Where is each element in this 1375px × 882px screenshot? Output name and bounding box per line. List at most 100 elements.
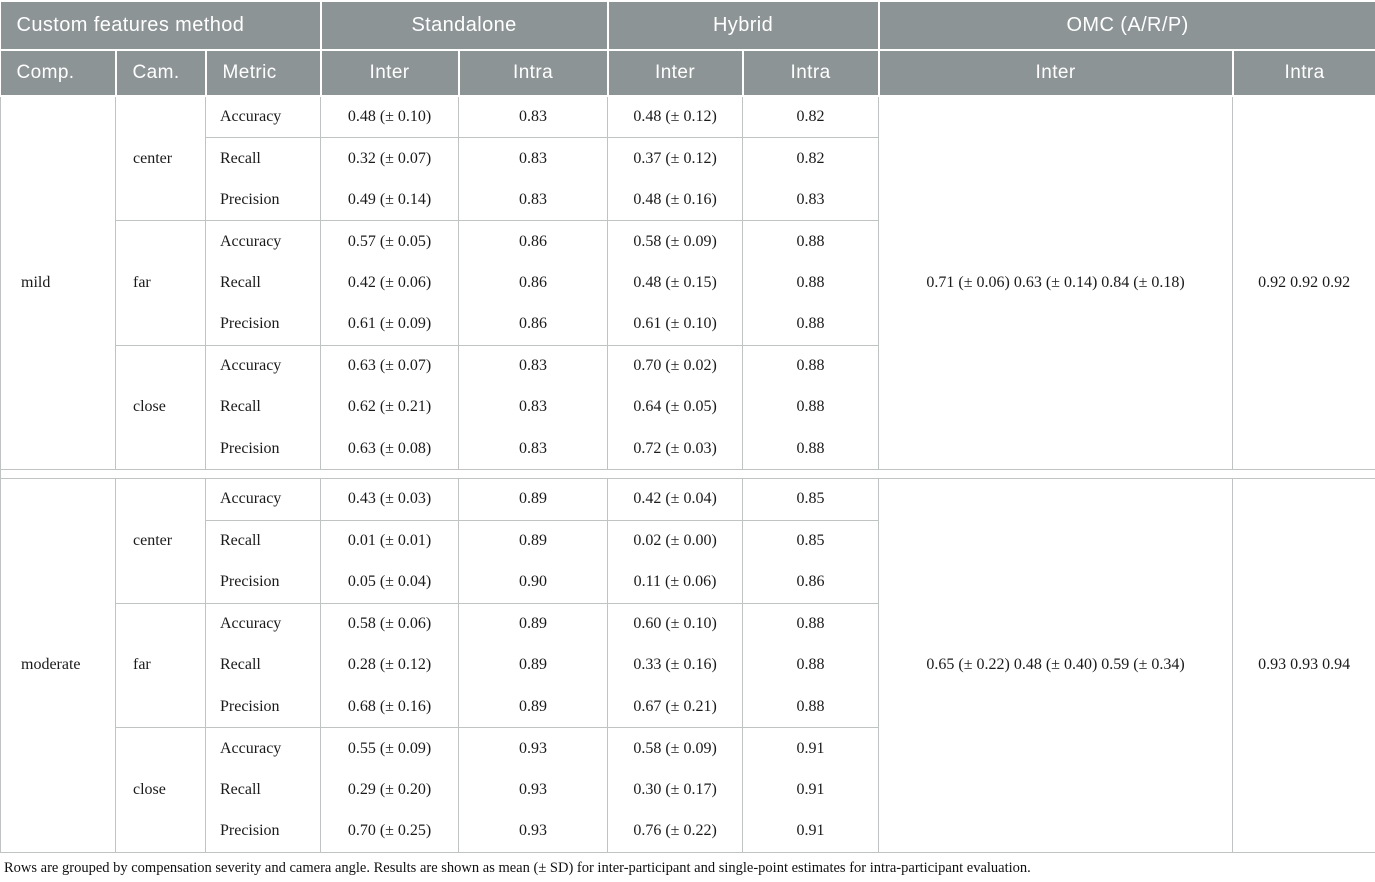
cell-hybrid-inter: 0.30 (± 0.17) [607,769,743,811]
cell-hybrid-inter: 0.72 (± 0.03) [607,428,743,470]
table-footnote: Rows are grouped by compensation severit… [4,859,1031,876]
header-standalone: Standalone [319,2,609,51]
table-row: far Accuracy 0.57 (± 0.05) 0.86 0.58 (± 0.09… [1,220,1375,345]
cell-standalone-intra: 0.83 [458,96,608,138]
cell-compensation: mild [0,96,116,470]
cell-camera: center [115,478,206,603]
table-row: Precision 0.70 (± 0.25) 0.93 0.76 (± 0.22) 0… [1,810,1375,852]
cell-hybrid-intra: 0.88 [742,386,879,428]
table-row: Recall 0.01 (± 0.01) 0.89 0.02 (± 0.00) 0.85 [1,519,1375,562]
cell-hybrid-inter: 0.37 (± 0.12) [607,137,743,179]
cell-hybrid-intra: 0.83 [742,179,879,221]
cell-standalone-intra: 0.83 [458,179,608,221]
cell-metric: Precision [204,561,321,603]
cell-hybrid-intra: 0.91 [742,810,879,852]
cell-standalone-inter: 0.01 (± 0.01) [320,519,459,562]
cell-standalone-inter: 0.62 (± 0.21) [320,386,459,428]
cell-standalone-intra: 0.86 [458,220,608,262]
results-table: Custom features method Standalone Hybrid… [0,2,1375,853]
table-row: far Accuracy 0.58 (± 0.06) 0.89 0.60 (± 0.10… [1,602,1375,728]
cell-metric: Accuracy [204,727,321,769]
cell-hybrid-inter: 0.76 (± 0.22) [607,810,743,852]
cell-hybrid-intra: 0.88 [742,262,879,304]
cell-standalone-intra: 0.83 [458,137,608,179]
table-row: Recall 0.42 (± 0.06) 0.86 0.48 (± 0.15) 0.88 [1,262,1375,304]
cell-hybrid-intra: 0.82 [742,137,879,179]
table-header: Custom features method Standalone Hybrid… [0,2,1375,97]
cell-standalone-inter: 0.32 (± 0.07) [320,137,459,179]
cell-hybrid-intra: 0.88 [742,428,879,470]
cell-omc-inter: 0.71 (± 0.06) 0.63 (± 0.14) 0.84 (± 0.18… [878,96,1233,470]
cell-standalone-inter: 0.63 (± 0.07) [320,344,459,387]
cell-hybrid-intra: 0.88 [742,220,879,262]
cell-standalone-inter: 0.61 (± 0.09) [320,303,459,345]
cell-metric: Accuracy [204,602,321,645]
table-row: Precision 0.05 (± 0.04) 0.90 0.11 (± 0.06) 0… [1,561,1375,603]
cell-hybrid-intra: 0.88 [742,602,879,645]
col-header-omc-inter: Inter [877,49,1234,97]
cell-hybrid-intra: 0.85 [742,478,879,520]
cell-metric: Recall [204,262,321,304]
cell-hybrid-intra: 0.88 [742,686,879,728]
cell-metric: Precision [204,686,321,728]
cell-metric: Recall [204,137,321,179]
cell-metric: Precision [204,303,321,345]
col-header-hybrid-inter: Inter [606,49,744,97]
cell-metric: Accuracy [204,220,321,262]
severity-group-divider-cell [0,469,1375,479]
cell-hybrid-inter: 0.42 (± 0.04) [607,478,743,520]
cell-standalone-intra: 0.89 [458,519,608,562]
cell-metric: Recall [204,769,321,811]
col-header-standalone-inter: Inter [319,49,460,97]
header-group-row: Custom features method Standalone Hybrid… [0,2,1375,51]
cell-hybrid-inter: 0.61 (± 0.10) [607,303,743,345]
cell-hybrid-intra: 0.85 [742,519,879,562]
cell-metric: Accuracy [204,96,321,138]
cell-standalone-inter: 0.58 (± 0.06) [320,602,459,645]
cell-hybrid-inter: 0.58 (± 0.09) [607,220,743,262]
cell-standalone-inter: 0.63 (± 0.08) [320,428,459,470]
cell-hybrid-inter: 0.70 (± 0.02) [607,344,743,387]
cell-hybrid-inter: 0.67 (± 0.21) [607,686,743,728]
cell-omc-intra: 0.93 0.93 0.94 [1232,478,1375,852]
cell-standalone-intra: 0.90 [458,561,608,603]
table-row: moderate center Accuracy 0.43 (± 0.03) 0.89 0… [0,478,1375,852]
cell-metric: Recall [204,644,321,686]
header-omc: OMC (A/R/P) [877,2,1375,51]
cell-standalone-intra: 0.93 [458,727,608,769]
table-row: mild center Accuracy 0.48 (± 0.10) 0.83 0.48 … [0,96,1375,470]
cell-standalone-inter: 0.57 (± 0.05) [320,220,459,262]
cell-metric: Recall [204,519,321,562]
table-row: Precision 0.63 (± 0.08) 0.83 0.72 (± 0.03) 0… [1,428,1375,470]
cell-metric: Accuracy [204,344,321,387]
cell-hybrid-inter: 0.58 (± 0.09) [607,727,743,769]
cell-standalone-intra: 0.93 [458,810,608,852]
cell-standalone-inter: 0.48 (± 0.10) [320,96,459,138]
cell-standalone-intra: 0.89 [458,644,608,686]
cell-hybrid-intra: 0.88 [742,344,879,387]
cell-hybrid-inter: 0.64 (± 0.05) [607,386,743,428]
cell-standalone-inter: 0.68 (± 0.16) [320,686,459,728]
cell-standalone-intra: 0.86 [458,303,608,345]
cell-standalone-intra: 0.83 [458,428,608,470]
cell-standalone-inter: 0.05 (± 0.04) [320,561,459,603]
cell-standalone-inter: 0.42 (± 0.06) [320,262,459,304]
cell-camera: far [115,602,206,728]
table-row: close Accuracy 0.55 (± 0.09) 0.93 0.58 (± 0.… [1,727,1375,852]
header-columns-row: Comp. Cam. Metric Inter Intra Inter Intr… [0,49,1375,97]
severity-group-divider [0,469,1375,479]
cell-standalone-intra: 0.93 [458,769,608,811]
cell-omc-inter: 0.65 (± 0.22) 0.48 (± 0.40) 0.59 (± 0.34… [878,478,1233,852]
cell-standalone-inter: 0.55 (± 0.09) [320,727,459,769]
cell-metric: Recall [204,386,321,428]
cell-standalone-inter: 0.70 (± 0.25) [320,810,459,852]
cell-hybrid-intra: 0.88 [742,303,879,345]
table-row: Precision 0.68 (± 0.16) 0.89 0.67 (± 0.21) 0… [1,686,1375,728]
cell-standalone-inter: 0.28 (± 0.12) [320,644,459,686]
cell-standalone-inter: 0.49 (± 0.14) [320,179,459,221]
col-header-hybrid-intra: Intra [741,49,880,97]
cell-hybrid-inter: 0.02 (± 0.00) [607,519,743,562]
cell-standalone-intra: 0.89 [458,602,608,645]
cell-camera: close [115,727,206,852]
